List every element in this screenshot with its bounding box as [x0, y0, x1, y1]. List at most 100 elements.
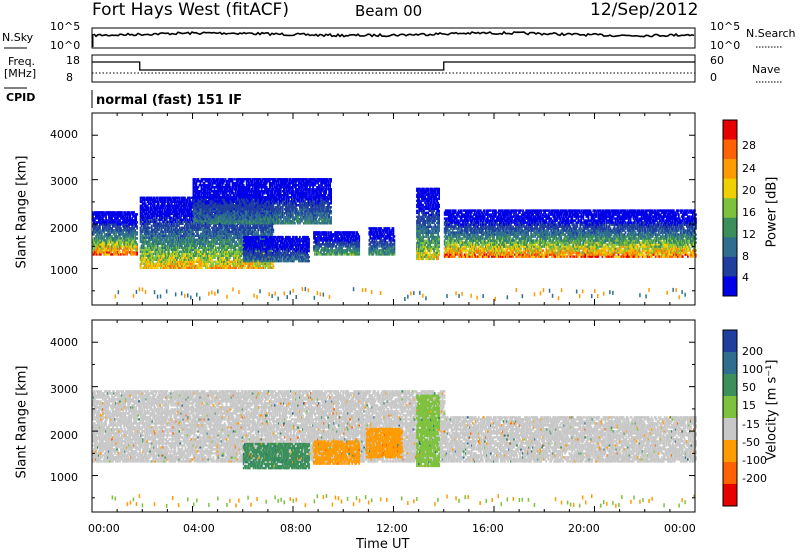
- power-cell: [187, 240, 189, 243]
- power-cell: [131, 243, 133, 246]
- power-cell: [172, 220, 175, 223]
- power-cell: [142, 242, 145, 245]
- power-cell: [100, 231, 102, 234]
- power-cell: [172, 218, 175, 221]
- power-cell: [179, 256, 182, 259]
- power-cell: [158, 198, 161, 201]
- power-cell: [116, 213, 118, 216]
- power-cell: [117, 253, 119, 256]
- power-cell: [143, 222, 146, 225]
- power-cell: [126, 213, 128, 216]
- power-cell: [111, 213, 113, 216]
- power-cell: [100, 217, 102, 220]
- power-cell: [180, 234, 183, 237]
- power-cell: [140, 232, 143, 235]
- power-cell: [197, 266, 199, 269]
- power-cell: [151, 244, 154, 247]
- power-cell: [158, 206, 161, 209]
- power-cell: [164, 224, 167, 227]
- power-cell: [196, 264, 198, 267]
- power-cell: [152, 222, 155, 225]
- power-cell: [123, 245, 125, 248]
- power-cell: [171, 258, 174, 261]
- power-cell: [168, 252, 171, 255]
- power-cell: [163, 218, 166, 221]
- power-cell: [113, 231, 115, 234]
- power-cell: [153, 206, 156, 209]
- power-cell: [164, 206, 167, 209]
- power-cell: [108, 245, 110, 248]
- power-cell: [162, 198, 165, 201]
- power-cell: [197, 208, 199, 211]
- power-cell: [167, 210, 170, 213]
- power-cell: [150, 226, 153, 229]
- power-cell: [163, 214, 166, 217]
- power-cell: [100, 241, 102, 244]
- power-cell: [146, 236, 149, 239]
- power-cell: [176, 228, 179, 231]
- power-cell: [174, 266, 177, 269]
- power-cell: [108, 231, 110, 234]
- power-cell: [185, 248, 187, 251]
- power-cell: [110, 235, 112, 238]
- power-cell: [136, 225, 138, 228]
- power-cell: [197, 254, 199, 257]
- power-cell: [127, 225, 129, 228]
- power-cell: [162, 234, 165, 237]
- power-cell: [95, 231, 97, 234]
- power-cell: [174, 242, 177, 245]
- power-cell: [123, 247, 125, 250]
- power-cell: [174, 260, 177, 263]
- power-cell: [168, 202, 171, 205]
- power-cell: [112, 223, 114, 226]
- power-cell: [149, 204, 152, 207]
- power-cell: [106, 229, 108, 232]
- power-cell: [177, 216, 180, 219]
- power-cell: [99, 251, 101, 254]
- power-cell: [158, 258, 161, 261]
- power-cell: [128, 211, 130, 214]
- power-cell: [94, 227, 96, 230]
- power-cell: [145, 252, 148, 255]
- power-cell: [133, 211, 135, 214]
- power-cell: [204, 236, 206, 239]
- power-cell: [162, 252, 165, 255]
- power-cell: [142, 208, 145, 211]
- power-cell: [162, 246, 165, 249]
- power-cell: [186, 210, 188, 213]
- power-cell: [151, 230, 154, 233]
- power-cell: [141, 198, 144, 201]
- power-cell: [94, 213, 96, 216]
- power-cell: [189, 240, 191, 243]
- power-cell: [184, 264, 186, 267]
- power-cell: [190, 214, 192, 217]
- power-cell: [110, 217, 112, 220]
- power-cell: [173, 210, 176, 213]
- power-cell: [193, 266, 195, 269]
- power-cell: [181, 258, 184, 261]
- power-cell: [100, 237, 102, 240]
- power-cell: [162, 200, 165, 203]
- power-cell: [193, 264, 195, 267]
- power-cell: [179, 250, 182, 253]
- power-cell: [113, 249, 115, 252]
- power-cell: [163, 208, 166, 211]
- power-cell: [160, 234, 163, 237]
- power-cell: [135, 253, 137, 256]
- power-cell: [192, 254, 194, 257]
- power-cell: [125, 225, 127, 228]
- power-cell: [190, 206, 192, 209]
- power-cell: [148, 262, 151, 265]
- power-cell: [168, 220, 171, 223]
- power-cell: [202, 252, 204, 255]
- power-cell: [198, 236, 200, 239]
- power-cell: [103, 229, 105, 232]
- power-cell: [168, 214, 171, 217]
- power-cell: [134, 229, 136, 232]
- power-cell: [193, 256, 195, 259]
- power-cell: [210, 242, 212, 245]
- power-cell: [147, 266, 150, 269]
- power-cell: [203, 234, 205, 237]
- power-cell: [140, 224, 143, 227]
- power-cell: [170, 230, 173, 233]
